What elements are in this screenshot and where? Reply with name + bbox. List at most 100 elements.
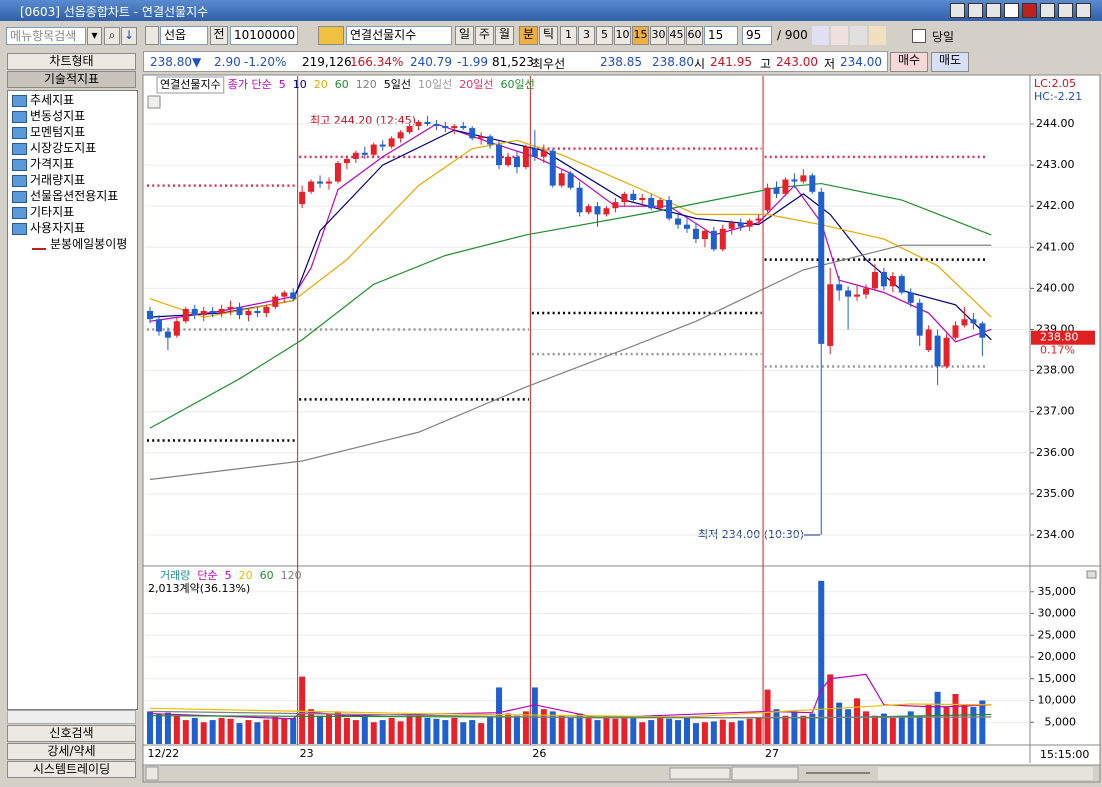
volume-bar <box>218 717 225 744</box>
interval-button[interactable]: 30 <box>650 26 667 45</box>
user-icon <box>32 240 46 250</box>
candle-body <box>710 230 717 250</box>
hc-label: HC:-2.21 <box>1034 90 1082 103</box>
volume-bar <box>952 693 959 744</box>
legend-entry: 60 <box>260 569 274 582</box>
volume-bar <box>424 717 431 744</box>
interval-button[interactable]: 45 <box>668 26 685 45</box>
period-button[interactable]: 틱 <box>539 26 558 45</box>
count-input[interactable]: 95 <box>742 26 772 45</box>
candle-body <box>925 329 932 351</box>
volume-bar <box>567 717 574 744</box>
tab[interactable]: 기술적지표 <box>7 71 136 88</box>
tree-scrollbar[interactable] <box>7 710 136 724</box>
x-tick-label: 23 <box>300 747 314 760</box>
interval-button[interactable]: 60 <box>686 26 703 45</box>
left-button[interactable]: 강세/약세 <box>7 743 136 760</box>
candle-body <box>719 228 726 250</box>
tree-item[interactable]: 모멘텀지표 <box>30 125 86 139</box>
legend-entry: 20 <box>239 569 253 582</box>
info: 240.79 <box>410 55 452 69</box>
control[interactable] <box>950 3 965 18</box>
x-tick-label: 26 <box>532 747 546 760</box>
tree-item[interactable]: 변동성지표 <box>30 109 86 123</box>
sell-button[interactable]: 매도 <box>931 52 969 72</box>
tree-item[interactable]: 가격지표 <box>30 157 75 171</box>
scroll-left[interactable] <box>145 766 159 781</box>
candle-body <box>800 175 807 182</box>
search-button[interactable]: ⌕ <box>104 27 120 45</box>
interval-button[interactable]: 10 <box>614 26 631 45</box>
volume-ma-line <box>149 710 992 719</box>
tree-item[interactable]: 추세지표 <box>30 93 75 107</box>
tree-item[interactable]: 거래량지표 <box>30 173 86 187</box>
candle-body <box>182 308 189 322</box>
control[interactable] <box>968 3 983 18</box>
down-button[interactable]: ↓ <box>121 27 137 45</box>
y-tick-label: 244.00 <box>1036 117 1075 130</box>
icon[interactable] <box>869 26 886 45</box>
candle-body <box>970 319 977 324</box>
help[interactable] <box>1022 3 1037 18</box>
volume-bar <box>505 713 511 744</box>
speaker[interactable] <box>318 26 344 45</box>
tree-item[interactable]: 기타지표 <box>30 205 75 219</box>
panel-close[interactable] <box>1086 570 1097 579</box>
close[interactable] <box>1076 3 1091 18</box>
tool-icons[interactable] <box>878 767 1093 780</box>
tab[interactable]: 차트형태 <box>7 53 136 70</box>
legend-entry: 5일선 <box>384 77 411 91</box>
period-button[interactable]: 분 <box>519 26 538 45</box>
candle-body <box>370 144 377 155</box>
buy-button[interactable]: 매수 <box>890 52 928 72</box>
period-button[interactable]: 일 <box>455 26 474 45</box>
tree-item[interactable]: 시장강도지표 <box>30 141 97 155</box>
volume-bar <box>594 720 601 744</box>
dropdown[interactable]: ▾ <box>87 27 102 45</box>
candle-body <box>173 321 180 336</box>
volume-bar <box>916 715 923 744</box>
interval-button[interactable]: 3 <box>578 26 595 45</box>
interval-select[interactable]: 15 <box>704 26 738 45</box>
maximize[interactable] <box>1058 3 1073 18</box>
period-button[interactable]: 월 <box>495 26 514 45</box>
volume-bar <box>415 713 422 744</box>
period-button[interactable]: 주 <box>475 26 494 45</box>
info: 저 <box>824 57 836 71</box>
scrollbar[interactable] <box>142 764 1101 783</box>
change-label: 0.17% <box>1040 344 1075 357</box>
left-button[interactable]: 시스템트레이딩 <box>7 761 136 778</box>
legend-entry: 연결선물지수 <box>160 78 221 91</box>
tree-item[interactable]: 선물옵션전용지표 <box>30 189 119 203</box>
volume-bar <box>728 722 735 744</box>
candle-body <box>558 173 565 186</box>
code-input[interactable]: 10100000 <box>230 26 298 45</box>
interval-button[interactable]: 1 <box>560 26 577 45</box>
left-button[interactable]: 신호검색 <box>7 725 136 742</box>
lc-label: LC:2.05 <box>1034 77 1076 90</box>
interval-button[interactable]: 5 <box>596 26 613 45</box>
volume-bar <box>576 713 583 744</box>
folder-icon <box>12 159 27 171</box>
tree-item[interactable]: 분봉에일봉이평 <box>50 237 128 251</box>
interval-button[interactable]: 15 <box>632 26 649 45</box>
candle-body <box>648 197 655 209</box>
scroll-thumb[interactable] <box>669 767 731 780</box>
prev-button[interactable]: 전 <box>210 26 228 45</box>
menu-search[interactable]: 메뉴항목검색 <box>6 27 86 45</box>
name-input[interactable]: 연결선물지수 <box>346 26 452 45</box>
today-checkbox[interactable] <box>912 29 926 43</box>
control[interactable] <box>1004 3 1019 18</box>
nav-buttons[interactable] <box>731 766 799 781</box>
volume-bar <box>334 711 341 744</box>
volume-bar <box>147 711 153 744</box>
icon[interactable] <box>812 26 829 45</box>
market-select[interactable]: 선옵 <box>160 26 208 45</box>
icon[interactable] <box>145 26 159 45</box>
control[interactable] <box>986 3 1001 18</box>
candle-body <box>567 173 574 188</box>
tree-item[interactable]: 사용자지표 <box>30 221 86 235</box>
icon[interactable] <box>850 26 867 45</box>
icon[interactable] <box>831 26 848 45</box>
minimize[interactable] <box>1040 3 1055 18</box>
